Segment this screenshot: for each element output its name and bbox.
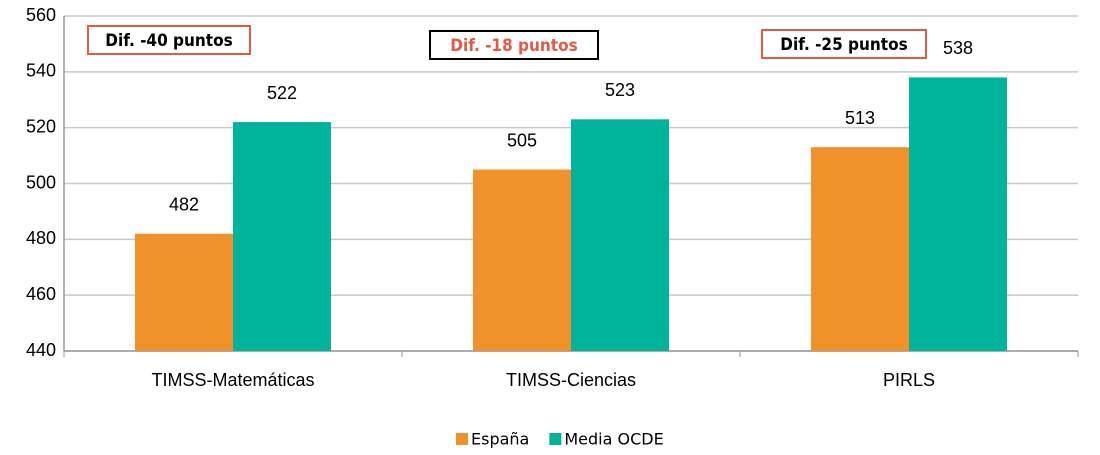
bar [233, 122, 331, 351]
legend-swatch [456, 433, 468, 445]
legend-swatch [549, 433, 562, 445]
data-label: 523 [605, 80, 635, 100]
annotation: Dif. -18 puntos [450, 36, 577, 56]
y-tick-label: 520 [26, 116, 56, 136]
annotation-box [761, 29, 927, 59]
bar [473, 169, 571, 351]
legend-label: España [471, 430, 529, 449]
annotation-box [429, 30, 599, 60]
x-tick-label: TIMSS-Matemáticas [151, 370, 314, 390]
data-label: 522 [267, 83, 297, 103]
y-tick-label: 480 [26, 228, 56, 248]
annotation-box [87, 25, 251, 55]
bar [135, 233, 233, 351]
bar [909, 77, 1007, 352]
y-tick-label: 500 [26, 172, 56, 192]
annotation: Dif. -25 puntos [780, 35, 907, 55]
y-tick-label: 460 [26, 284, 56, 304]
y-tick-label: 440 [26, 340, 56, 360]
y-tick-label: 560 [26, 5, 56, 25]
x-tick-label: PIRLS [883, 370, 935, 390]
annotation: Dif. -40 puntos [105, 31, 232, 51]
data-label: 505 [507, 130, 537, 150]
bar [571, 119, 669, 352]
data-label: 513 [845, 108, 875, 128]
x-tick-label: TIMSS-Ciencias [506, 370, 636, 390]
data-label: 482 [169, 195, 199, 215]
data-label: 538 [943, 38, 973, 58]
legend-label: Media OCDE [564, 430, 663, 449]
bar [811, 147, 909, 351]
y-tick-label: 540 [26, 61, 56, 81]
